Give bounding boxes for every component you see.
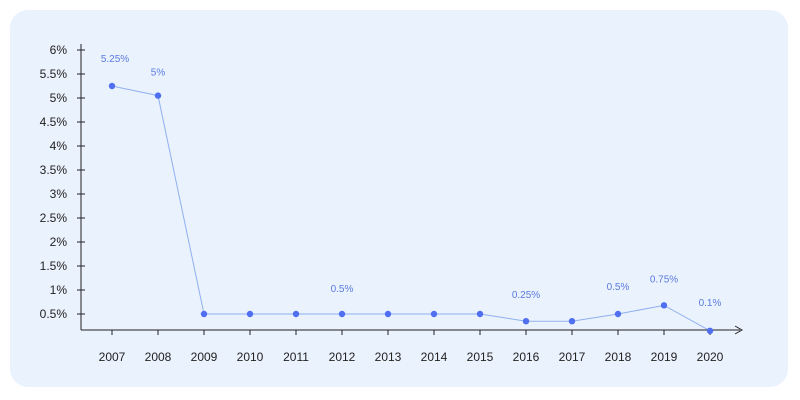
x-tick-label: 2015 — [467, 350, 494, 364]
x-tick-label: 2017 — [559, 350, 586, 364]
data-label: 5% — [151, 68, 166, 79]
data-label: 0.1% — [699, 298, 722, 309]
x-tick-label: 2007 — [99, 350, 126, 364]
x-axis-arrow — [734, 325, 744, 335]
data-point — [200, 310, 208, 318]
data-point — [338, 310, 346, 318]
data-labels: 5.25% 5% 0.5% 0.25% 0.5% 0.75% 0.1% — [101, 54, 722, 309]
x-tick-label: 2020 — [697, 350, 724, 364]
x-tick-label: 2009 — [191, 350, 218, 364]
y-tick-label: 0.5% — [40, 307, 68, 321]
data-point — [568, 318, 576, 325]
x-tick-label: 2008 — [145, 350, 172, 364]
data-point — [476, 310, 484, 318]
y-tick-label: 5% — [50, 91, 68, 105]
x-tick-label: 2011 — [283, 350, 309, 364]
x-tick-label: 2014 — [421, 350, 448, 364]
data-point — [384, 310, 392, 318]
data-label: 0.25% — [512, 290, 540, 301]
y-axis-ticks: 0.5% 1% 1.5% 2% 2.5% 3% 3.5% 4% 4.5% 5% 5.5% 6% — [40, 43, 85, 321]
y-tick-label: 6% — [50, 43, 68, 57]
data-point — [292, 310, 300, 318]
data-point — [522, 318, 530, 325]
y-tick-label: 5.5% — [40, 67, 68, 81]
data-point — [706, 327, 714, 334]
x-tick-label: 2010 — [237, 350, 264, 364]
data-point — [108, 82, 116, 90]
y-tick-label: 2% — [50, 235, 68, 249]
data-point — [614, 310, 622, 318]
data-label: 0.5% — [331, 284, 354, 295]
y-tick-label: 4% — [50, 139, 68, 153]
y-tick-label: 4.5% — [40, 115, 68, 129]
x-tick-label: 2013 — [375, 350, 402, 364]
series-layer — [108, 82, 714, 334]
y-tick-label: 1.5% — [40, 259, 68, 273]
series-line — [111, 85, 711, 332]
data-label: 0.75% — [650, 274, 678, 285]
y-tick-label: 2.5% — [40, 211, 68, 225]
x-tick-label: 2016 — [513, 350, 540, 364]
data-point — [430, 310, 438, 318]
data-label: 5.25% — [101, 54, 129, 65]
data-point — [154, 92, 162, 99]
chart-card — [10, 10, 788, 387]
y-tick-label: 3% — [50, 187, 68, 201]
x-tick-label: 2012 — [329, 350, 356, 364]
data-point — [660, 302, 668, 309]
data-point — [246, 310, 254, 318]
axes — [80, 44, 744, 335]
y-tick-label: 3.5% — [40, 163, 68, 177]
data-label: 0.5% — [607, 282, 630, 293]
x-axis-ticks: 2007 2008 2009 2010 2011 2012 2013 2014 2015 2016… — [99, 330, 724, 364]
x-tick-label: 2019 — [651, 350, 678, 364]
y-tick-label: 1% — [50, 283, 68, 297]
x-tick-label: 2018 — [605, 350, 632, 364]
